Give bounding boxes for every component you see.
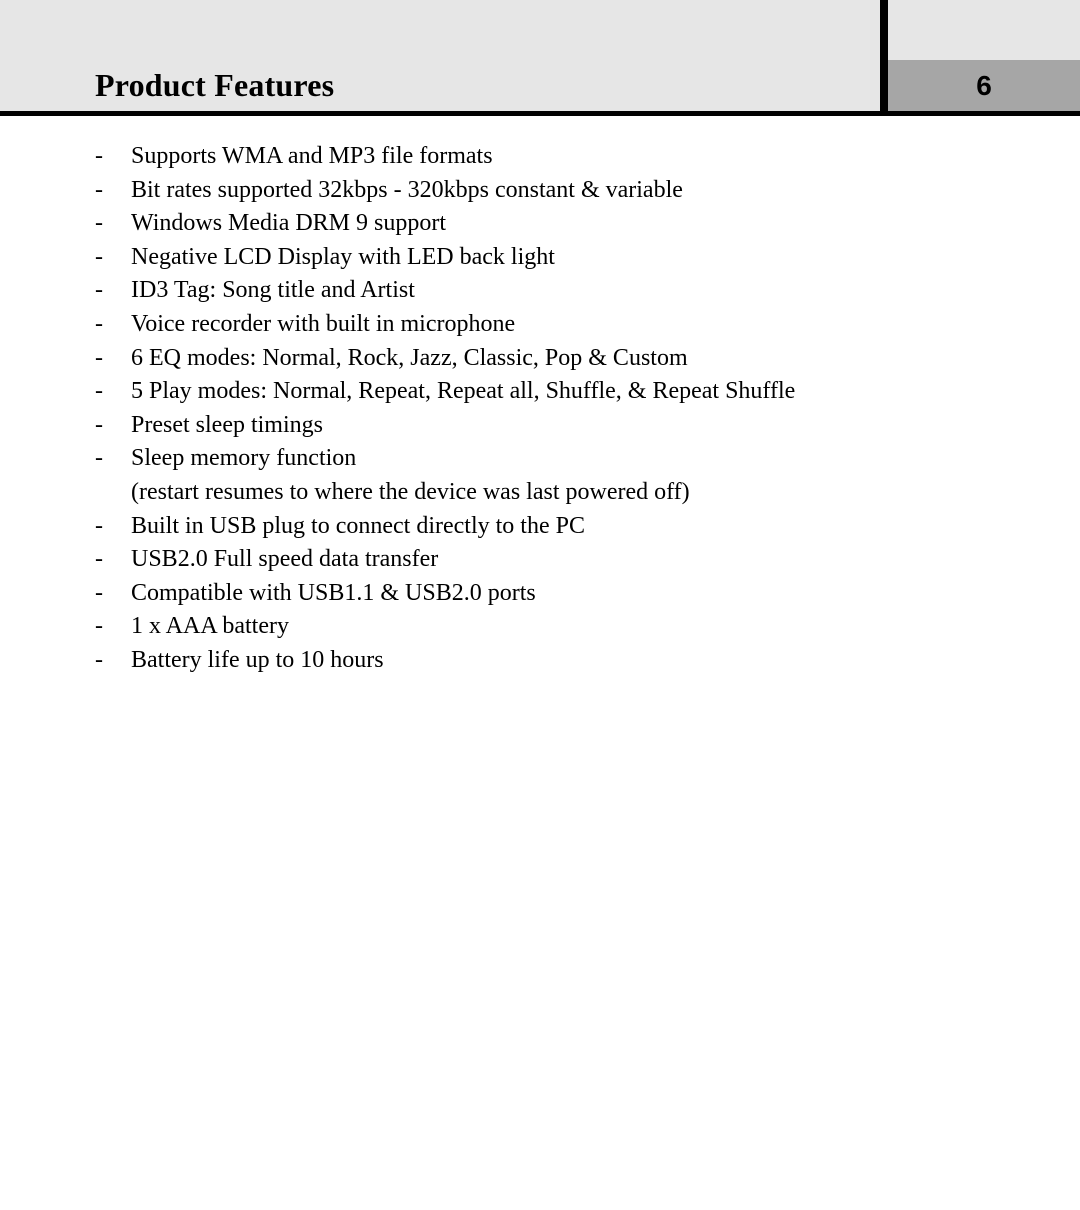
feature-item: - Battery life up to 10 hours [95,644,1020,678]
content-area: -Supports WMA and MP3 file formats-Bit r… [0,116,1080,678]
feature-text: Battery life up to 10 hours [131,644,1020,678]
feature-item: -Preset sleep timings [95,409,1020,443]
bullet: - [95,174,131,208]
bullet: - [95,207,131,241]
feature-item: -USB2.0 Full speed data transfer [95,543,1020,577]
feature-text: ID3 Tag: Song title and Artist [131,274,1020,308]
feature-text: Windows Media DRM 9 support [131,207,1020,241]
feature-text: Sleep memory function [131,442,1020,476]
bullet: - [95,274,131,308]
side-tab [880,0,1080,60]
feature-item: -Compatible with USB1.1 & USB2.0 ports [95,577,1020,611]
feature-item: -Built in USB plug to connect directly t… [95,510,1020,544]
feature-item: -5 Play modes: Normal, Repeat, Repeat al… [95,375,1020,409]
feature-item: -Negative LCD Display with LED back ligh… [95,241,1020,275]
bullet: - [95,442,131,476]
feature-subtext: (restart resumes to where the device was… [95,476,1020,510]
feature-list: -Supports WMA and MP3 file formats-Bit r… [95,140,1020,678]
feature-text: USB2.0 Full speed data transfer [131,543,1020,577]
bullet: - [95,577,131,611]
feature-text: Bit rates supported 32kbps - 320kbps con… [131,174,1020,208]
bullet: - [95,308,131,342]
feature-item: -Supports WMA and MP3 file formats [95,140,1020,174]
feature-item: -Voice recorder with built in microphone [95,308,1020,342]
feature-item: -6 EQ modes: Normal, Rock, Jazz, Classic… [95,342,1020,376]
feature-text: Preset sleep timings [131,409,1020,443]
bullet: - [95,375,131,409]
bullet: - [95,409,131,443]
feature-text: Built in USB plug to connect directly to… [131,510,1020,544]
feature-text: Negative LCD Display with LED back light [131,241,1020,275]
feature-item: -Sleep memory function [95,442,1020,476]
bullet: - [95,644,131,678]
header-bar: Product Features 6 [0,60,1080,116]
feature-item: -1 x AAA battery [95,610,1020,644]
feature-text: Compatible with USB1.1 & USB2.0 ports [131,577,1020,611]
bullet: - [95,543,131,577]
feature-item: -Windows Media DRM 9 support [95,207,1020,241]
page-title: Product Features [0,67,334,104]
feature-text: 5 Play modes: Normal, Repeat, Repeat all… [131,375,1020,409]
bullet: - [95,342,131,376]
feature-item: -ID3 Tag: Song title and Artist [95,274,1020,308]
feature-text: 1 x AAA battery [131,610,1020,644]
bullet: - [95,510,131,544]
top-strip [0,0,1080,60]
bullet: - [95,140,131,174]
feature-item: -Bit rates supported 32kbps - 320kbps co… [95,174,1020,208]
bullet: - [95,241,131,275]
page-number: 6 [880,60,1080,111]
feature-text: Supports WMA and MP3 file formats [131,140,1020,174]
feature-text: 6 EQ modes: Normal, Rock, Jazz, Classic,… [131,342,1020,376]
bullet: - [95,610,131,644]
feature-text: Voice recorder with built in microphone [131,308,1020,342]
